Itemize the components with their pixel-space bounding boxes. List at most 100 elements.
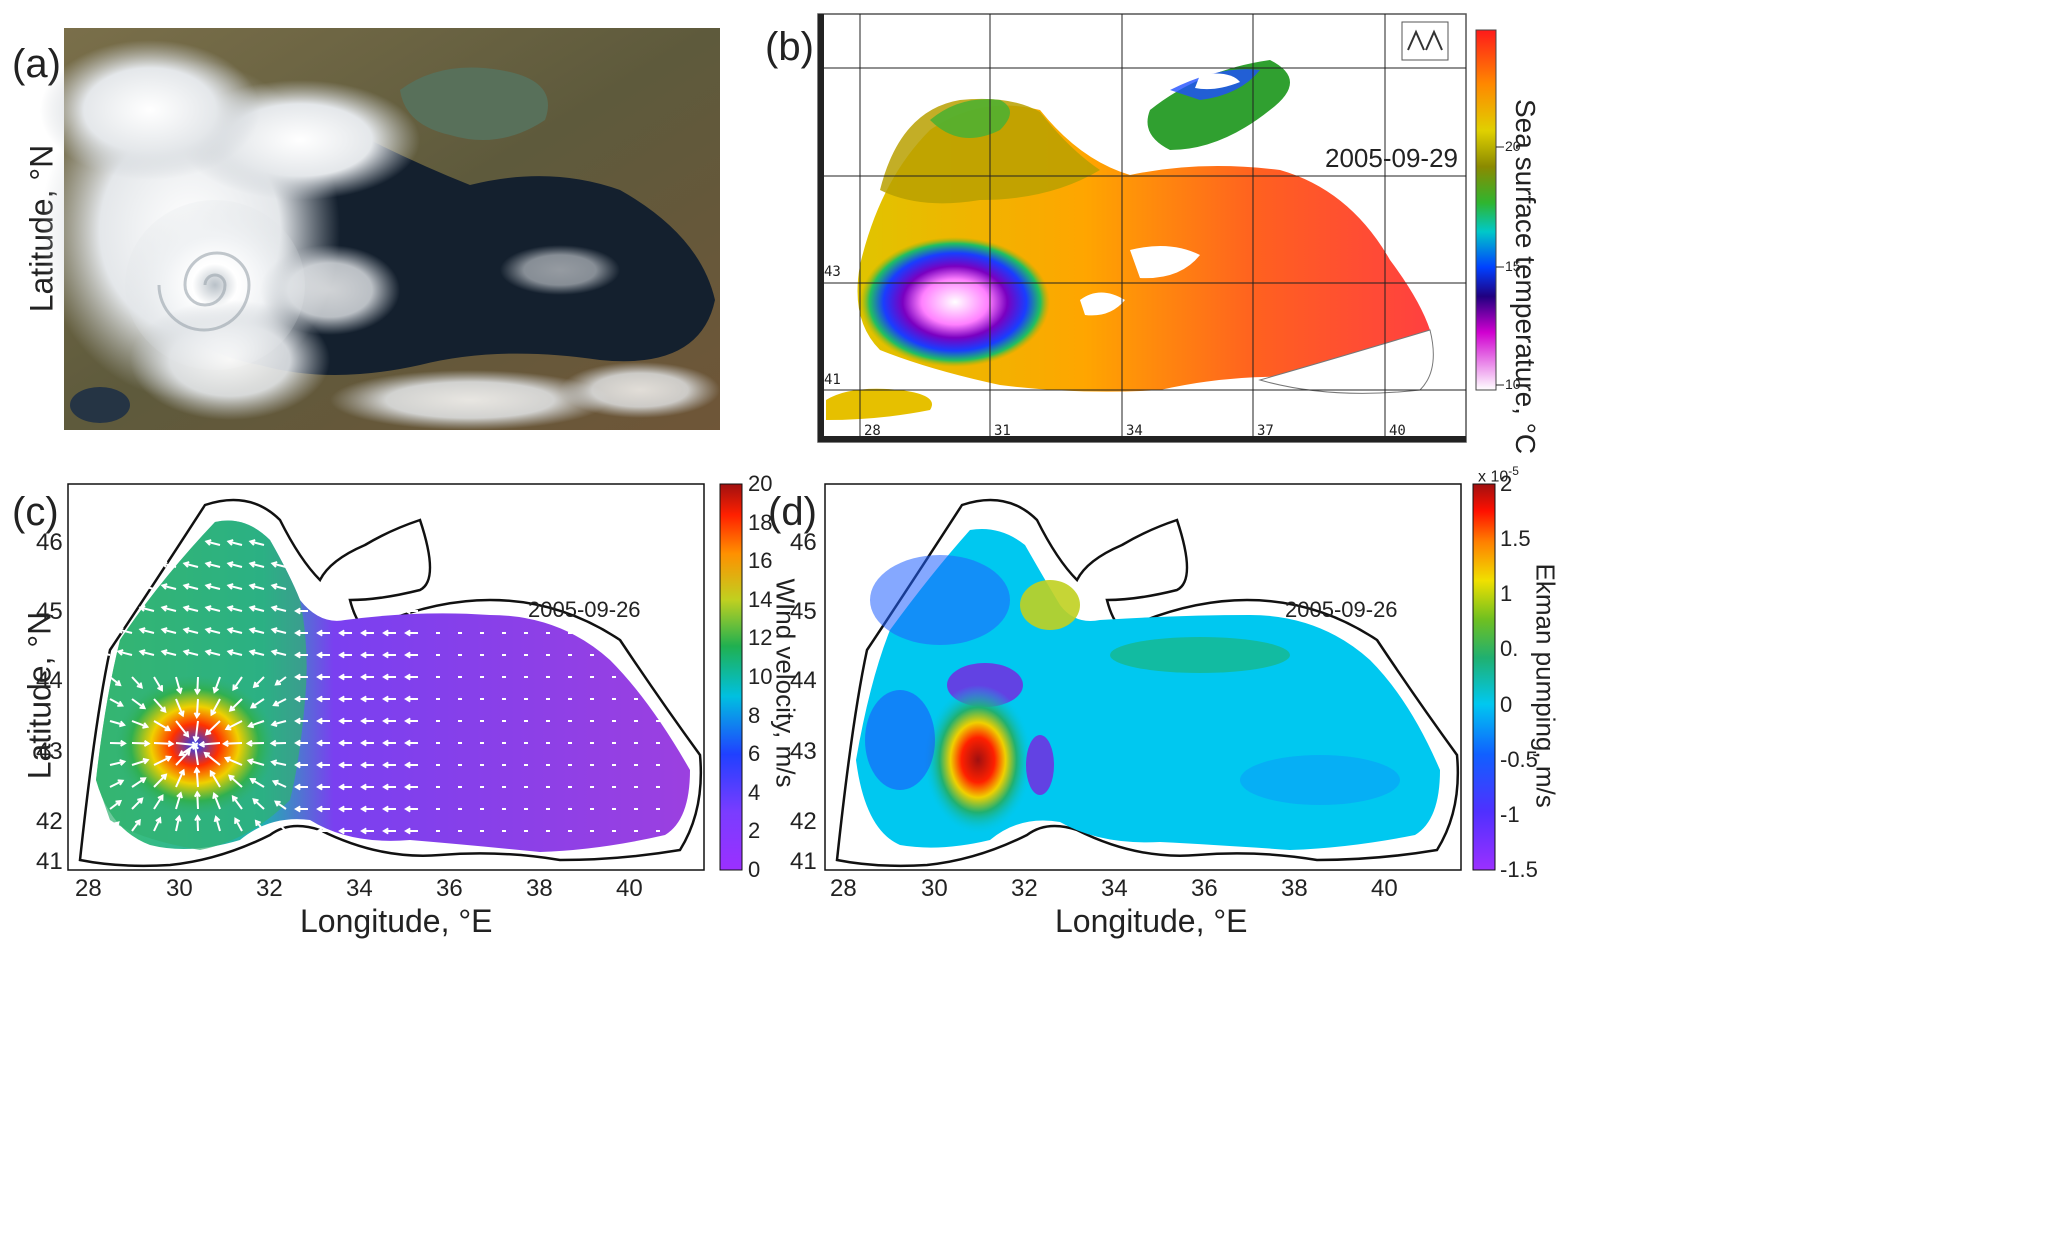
wind-arrow-head: [338, 607, 345, 615]
wind-arrow: [175, 792, 182, 810]
wind-arrow: [232, 796, 243, 810]
wind-arrow: [196, 816, 199, 832]
wind-arrow-head: [183, 731, 190, 738]
panel-c-lon-tick: 36: [436, 875, 463, 902]
panel-d-cbar-tick: -1: [1500, 801, 1520, 827]
wind-arrow-head: [115, 680, 122, 687]
panel-d-cbar-tick: 0: [1500, 691, 1513, 717]
wind-arrow-head: [316, 695, 323, 703]
wind-arrow: [250, 628, 265, 634]
wind-arrow: [206, 584, 221, 590]
wind-arrow: [228, 775, 243, 788]
wind-arrow-head: [231, 795, 238, 802]
wind-arrow-head: [119, 759, 127, 766]
wind-arrow: [109, 821, 120, 832]
wind-arrow-head: [140, 777, 147, 784]
wind-arrow: [205, 720, 221, 735]
wind-arrow-head: [143, 739, 151, 747]
panel-b-lon-tick: 37: [1257, 423, 1274, 439]
wind-arrow-head: [248, 649, 256, 656]
wind-arrow-head: [248, 627, 256, 634]
wind-arrow-head: [204, 649, 212, 656]
wind-arrow-head: [382, 695, 389, 703]
wind-arrow-head: [269, 739, 277, 747]
panel-d-lat-tick: 45: [790, 598, 817, 625]
wind-arrow-head: [316, 717, 323, 725]
wind-arrow-head: [176, 687, 183, 695]
wind-arrow: [272, 606, 287, 612]
wind-arrow: [162, 628, 177, 634]
wind-arrow-head: [382, 673, 389, 681]
wind-arrow-head: [382, 805, 389, 813]
wind-arrow: [175, 676, 182, 693]
wind-arrow-head: [194, 814, 202, 822]
wind-arrow: [210, 698, 221, 715]
wind-arrow: [250, 650, 265, 656]
wind-arrow: [271, 760, 287, 766]
wind-arrow: [96, 584, 111, 590]
wind-arrow: [131, 777, 146, 788]
panel-b-lon-tick: 40: [1389, 423, 1406, 439]
wind-arrow: [96, 562, 111, 568]
panel-b-cbar-label: Sea surface temperature, °C: [1510, 99, 1541, 455]
wind-arrow: [175, 742, 197, 747]
wind-arrow-head: [193, 790, 201, 798]
panel-d-xlabel: Longitude, °E: [1055, 903, 1248, 939]
panel-c-cbar-tick: 16: [748, 548, 773, 574]
wind-arrow-head: [193, 712, 201, 720]
wind-arrow-head: [94, 561, 102, 568]
wind-arrow: [153, 720, 171, 731]
wind-arrow: [140, 650, 155, 656]
wind-arrow-head: [234, 817, 241, 824]
panel-d-cbar-tick: 2: [1500, 471, 1513, 496]
wind-arrow-head: [116, 583, 124, 590]
wind-arrow: [272, 720, 287, 726]
wind-arrow-head: [113, 821, 120, 828]
wind-arrow: [96, 650, 111, 656]
wind-arrow-head: [270, 627, 278, 634]
wind-arrow-head: [194, 688, 201, 696]
wind-arrow-head: [94, 627, 102, 634]
wind-arrow-head: [316, 783, 323, 791]
wind-arrow: [204, 752, 221, 766]
wind-arrow-head: [360, 607, 367, 615]
wind-arrow: [272, 540, 287, 546]
wind-arrow: [225, 757, 243, 766]
wind-arrow: [140, 584, 155, 590]
wind-arrow-head: [294, 651, 301, 659]
wind-arrow: [131, 759, 149, 766]
wind-arrow-head: [178, 710, 185, 718]
wind-arrow-head: [404, 805, 411, 813]
wind-arrow: [96, 628, 111, 634]
wind-arrow-head: [94, 649, 102, 656]
panel-c-cbar-tick: 4: [748, 779, 761, 805]
wind-arrow: [179, 742, 199, 756]
wind-arrow: [175, 720, 189, 737]
wind-arrow-head: [182, 605, 190, 612]
wind-arrow-head: [212, 686, 220, 694]
wind-arrow-head: [228, 705, 236, 712]
panel-b-cbar-tick: 20: [1505, 138, 1521, 154]
wind-arrow: [109, 720, 125, 726]
wind-arrow-head: [182, 561, 190, 568]
wind-arrow: [228, 628, 243, 634]
wind-arrow-head: [209, 769, 216, 777]
wind-arrow-head: [138, 605, 146, 612]
wind-arrow-head: [142, 757, 150, 765]
wind-arrow-head: [249, 702, 257, 709]
wind-arrow-head: [226, 561, 234, 568]
wind-arrow-head: [338, 761, 345, 769]
wind-arrow: [175, 698, 184, 716]
panel-c-lon-tick: 30: [166, 875, 193, 902]
panel-d-label: (d): [768, 490, 817, 534]
wind-arrow-head: [252, 681, 260, 689]
panel-c-lon-tick: 34: [346, 875, 373, 902]
panel-c-cbar-tick: 10: [748, 664, 773, 689]
wind-arrow-head: [338, 695, 345, 703]
panel-c-lat-tick: 45: [36, 598, 63, 625]
wind-arrow: [273, 780, 287, 788]
wind-arrow-head: [204, 561, 212, 568]
wind-arrow-head: [338, 805, 345, 813]
panel-c-cbar-tick: 12: [748, 625, 773, 651]
